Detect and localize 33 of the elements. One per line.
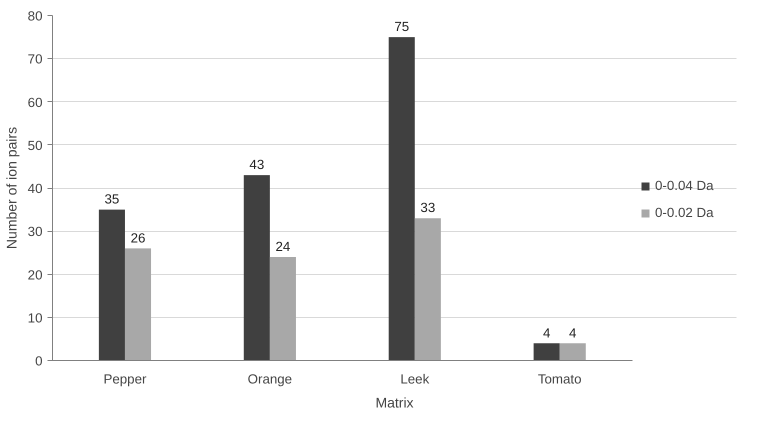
y-tick-label: 30	[28, 224, 43, 240]
data-label: 4	[542, 325, 551, 340]
data-label: 43	[249, 157, 264, 172]
bar	[124, 248, 152, 360]
y-axis-title: Number of ion pairs	[4, 126, 20, 250]
data-label: 4	[569, 325, 578, 340]
y-tick-label: 60	[28, 94, 43, 110]
x-tick-label: Pepper	[103, 372, 148, 386]
y-tick-label: 50	[28, 138, 43, 153]
bar	[388, 37, 415, 360]
x-axis-title: Matrix	[375, 394, 414, 410]
data-label: 75	[394, 19, 410, 34]
legend-label: 0-0.04 Da	[655, 178, 715, 193]
y-tick-label: 0	[35, 354, 43, 368]
data-label: 26	[130, 230, 146, 246]
legend-label: 0-0.02 Da	[655, 205, 715, 220]
bar	[244, 175, 270, 360]
bar	[414, 218, 441, 360]
bar	[534, 343, 560, 360]
data-label: 24	[276, 239, 291, 254]
bar	[98, 210, 125, 360]
x-tick-label: Leek	[400, 372, 430, 386]
y-tick-label: 40	[28, 181, 43, 196]
y-tick-label: 70	[28, 52, 43, 67]
data-label: 33	[420, 200, 436, 216]
data-label: 35	[104, 192, 120, 207]
bar	[270, 257, 296, 360]
x-tick-label: Tomato	[538, 372, 582, 386]
bar	[560, 343, 586, 360]
y-tick-label: 10	[28, 310, 43, 326]
y-tick-label: 80	[28, 8, 43, 24]
x-tick-label: Orange	[248, 372, 292, 386]
y-tick-label: 20	[28, 267, 43, 282]
